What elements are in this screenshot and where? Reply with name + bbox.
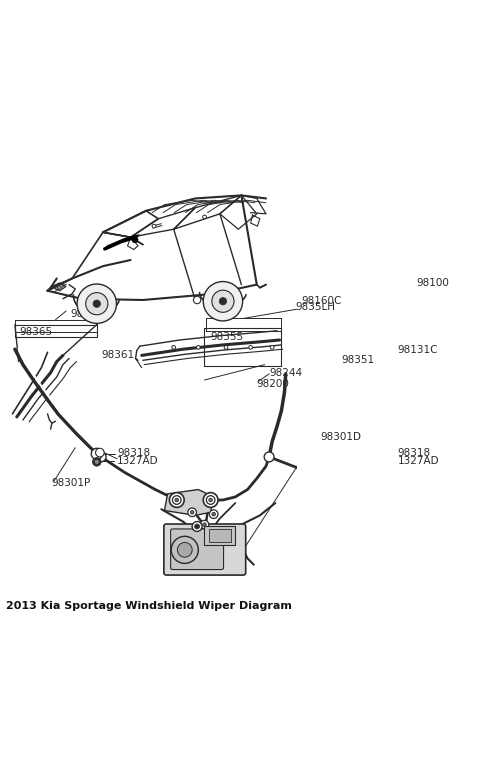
Circle shape	[374, 448, 383, 457]
Text: 98301D: 98301D	[320, 432, 361, 442]
Text: 98301P: 98301P	[52, 478, 91, 489]
Circle shape	[209, 510, 218, 518]
Circle shape	[192, 521, 202, 531]
Circle shape	[175, 498, 179, 502]
Text: 98200: 98200	[257, 378, 289, 388]
Circle shape	[203, 281, 242, 321]
Circle shape	[377, 458, 385, 466]
Polygon shape	[165, 489, 214, 515]
Circle shape	[219, 297, 227, 305]
Circle shape	[203, 492, 218, 508]
Circle shape	[224, 346, 228, 350]
Circle shape	[178, 543, 192, 557]
Circle shape	[206, 496, 215, 505]
Circle shape	[249, 346, 252, 350]
Circle shape	[264, 452, 274, 462]
Text: 9836RH: 9836RH	[70, 309, 112, 318]
Circle shape	[77, 284, 117, 324]
Polygon shape	[359, 491, 400, 521]
Text: 98365: 98365	[20, 327, 53, 337]
Circle shape	[212, 512, 216, 516]
Circle shape	[207, 496, 215, 504]
Circle shape	[193, 296, 201, 304]
Circle shape	[173, 496, 180, 504]
Circle shape	[367, 502, 372, 507]
Circle shape	[203, 523, 206, 527]
Bar	[204, 527, 235, 545]
Text: 98131C: 98131C	[398, 346, 438, 356]
FancyBboxPatch shape	[164, 524, 246, 575]
Circle shape	[172, 346, 176, 350]
Circle shape	[93, 300, 100, 307]
Circle shape	[375, 448, 386, 459]
Circle shape	[94, 459, 99, 464]
Text: 98351: 98351	[341, 356, 374, 366]
Circle shape	[188, 508, 196, 517]
Circle shape	[171, 537, 198, 563]
Circle shape	[203, 215, 206, 219]
Text: 98160C: 98160C	[302, 296, 342, 306]
Bar	[416, 277, 454, 290]
Circle shape	[96, 452, 106, 462]
Circle shape	[196, 346, 200, 350]
Text: 98361: 98361	[101, 350, 134, 360]
Circle shape	[209, 498, 213, 502]
Circle shape	[194, 524, 200, 529]
Text: 98318: 98318	[117, 448, 150, 458]
Circle shape	[86, 293, 108, 315]
Text: 98318: 98318	[398, 448, 431, 458]
Circle shape	[169, 492, 184, 508]
Text: 98355: 98355	[211, 332, 244, 342]
Circle shape	[379, 459, 384, 464]
Circle shape	[191, 511, 194, 515]
Bar	[209, 529, 231, 543]
Circle shape	[200, 521, 209, 529]
Text: 98100: 98100	[417, 277, 450, 288]
Text: 98244: 98244	[269, 368, 302, 378]
FancyBboxPatch shape	[170, 529, 224, 569]
Circle shape	[367, 346, 374, 353]
Text: 1327AD: 1327AD	[117, 456, 159, 466]
Circle shape	[212, 290, 234, 312]
Circle shape	[172, 496, 181, 505]
Circle shape	[96, 448, 104, 457]
Text: 1327AD: 1327AD	[398, 456, 439, 466]
Circle shape	[132, 236, 138, 242]
Text: 9835LH: 9835LH	[296, 302, 336, 312]
Circle shape	[93, 458, 101, 466]
Text: 2013 Kia Sportage Windshield Wiper Diagram: 2013 Kia Sportage Windshield Wiper Diagr…	[6, 601, 292, 612]
Circle shape	[152, 224, 156, 228]
Circle shape	[364, 499, 375, 510]
Circle shape	[270, 346, 274, 350]
Circle shape	[91, 448, 102, 459]
